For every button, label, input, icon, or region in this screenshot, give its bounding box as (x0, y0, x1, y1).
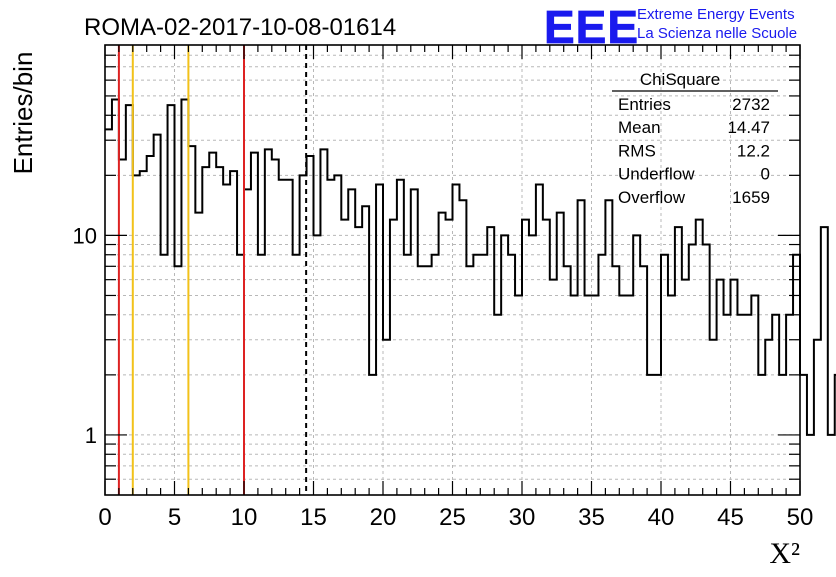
stats-value: 0 (761, 165, 770, 184)
x-axis-label: X² (769, 537, 800, 570)
x-tick-label: 40 (648, 504, 675, 531)
x-tick-label: 0 (98, 504, 111, 531)
x-tick-label: 15 (300, 504, 327, 531)
x-tick-label: 20 (370, 504, 397, 531)
logo-line-2: La Scienza nelle Scuole (637, 25, 797, 42)
stats-label: Entries (618, 95, 671, 114)
stats-label: Underflow (618, 165, 695, 184)
chart-title: ROMA-02-2017-10-08-01614 (84, 14, 396, 41)
y-axis-label: Entries/bin (8, 52, 38, 175)
x-tick-label: 25 (439, 504, 466, 531)
x-tick-label: 45 (717, 504, 744, 531)
y-tick-label: 1 (85, 423, 97, 448)
axis-ticks (104, 45, 801, 495)
x-tick-label: 35 (578, 504, 605, 531)
stats-value: 1659 (732, 188, 770, 207)
eee-logo: EEE Extreme Energy Events La Scienza nel… (544, 1, 798, 54)
y-tick-label: 10 (73, 223, 97, 248)
stats-value: 12.2 (737, 141, 770, 160)
grid-lines (105, 45, 800, 495)
stats-label: RMS (618, 141, 656, 160)
axis-tick-labels: 0 5 10 15 20 25 30 35 40 45 50 1 10 (73, 223, 814, 531)
stats-label: Overflow (618, 188, 686, 207)
stats-box: ChiSquare Entries 2732 Mean 14.47 RMS 12.2 Und… (612, 70, 778, 207)
stats-label: Mean (618, 118, 661, 137)
histogram-outline (105, 98, 836, 436)
reference-lines (117, 45, 308, 495)
x-tick-label: 5 (168, 504, 181, 531)
stats-title: ChiSquare (640, 70, 720, 89)
logo-line-1: Extreme Energy Events (637, 6, 795, 23)
eee-logo-text: EEE (544, 1, 639, 53)
x-tick-label: 10 (231, 504, 258, 531)
x-tick-label: 30 (509, 504, 536, 531)
x-tick-label: 50 (787, 504, 814, 531)
stats-value: 14.47 (727, 118, 770, 137)
histogram-series (105, 98, 836, 436)
stats-value: 2732 (732, 95, 770, 114)
stats-rows: Entries 2732 Mean 14.47 RMS 12.2 Underflow 0 Ove… (618, 95, 770, 207)
